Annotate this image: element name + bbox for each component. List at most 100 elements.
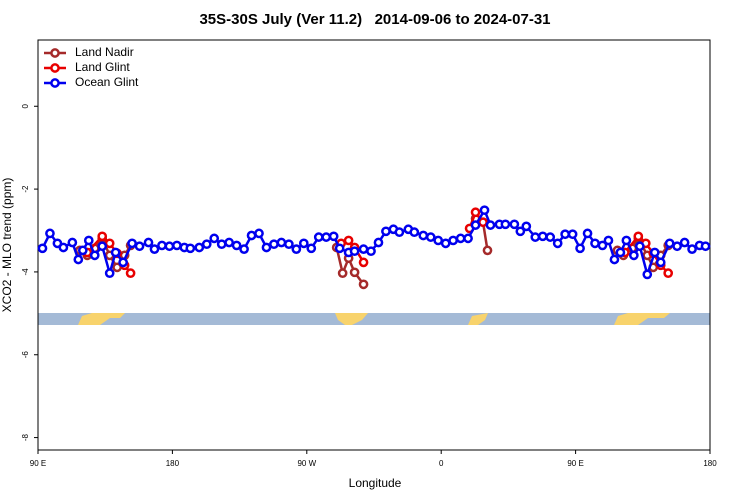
point xyxy=(440,238,451,249)
point xyxy=(552,238,563,249)
point xyxy=(110,247,121,258)
point xyxy=(306,243,317,254)
point xyxy=(672,241,682,252)
point xyxy=(284,239,294,250)
point xyxy=(634,241,645,252)
point xyxy=(143,237,154,248)
point xyxy=(470,207,481,218)
point xyxy=(118,257,128,268)
x-tick-label: 180 xyxy=(166,459,180,468)
point xyxy=(321,232,332,242)
y-tick-label: -6 xyxy=(21,351,30,359)
point xyxy=(609,254,620,265)
point xyxy=(582,228,593,239)
point xyxy=(463,233,473,244)
x-tick-label: 90 E xyxy=(30,459,46,468)
point xyxy=(381,226,391,237)
point xyxy=(254,228,264,239)
point xyxy=(358,244,369,254)
point xyxy=(509,219,520,230)
point xyxy=(157,240,167,251)
point xyxy=(545,232,556,242)
point xyxy=(328,231,339,242)
x-axis-label: Longitude xyxy=(349,476,402,490)
point xyxy=(575,243,585,254)
point xyxy=(58,242,69,253)
point xyxy=(358,257,369,268)
point xyxy=(134,241,145,252)
point xyxy=(343,235,354,246)
point xyxy=(409,227,420,238)
point xyxy=(366,246,376,257)
point xyxy=(334,243,345,254)
point xyxy=(89,250,100,261)
point xyxy=(567,229,578,240)
point xyxy=(448,235,458,246)
point xyxy=(615,247,626,258)
point xyxy=(127,238,137,249)
chart-title: 35S-30S July (Ver 11.2) 2014-09-06 to 20… xyxy=(199,11,550,28)
point xyxy=(349,267,360,278)
legend-label: Land Nadir xyxy=(75,45,134,59)
point xyxy=(349,246,360,257)
point xyxy=(216,239,227,250)
point xyxy=(231,240,242,251)
y-tick-label: -8 xyxy=(21,433,30,441)
x-tick-label: 0 xyxy=(439,459,444,468)
point xyxy=(97,241,108,252)
point xyxy=(246,230,257,241)
point xyxy=(455,233,466,244)
y-axis-label: XCO2 - MLO trend (ppm) xyxy=(0,178,14,313)
point xyxy=(97,231,108,242)
y-tick-label: -4 xyxy=(21,268,30,276)
point xyxy=(185,243,196,254)
point xyxy=(83,235,94,246)
point xyxy=(479,205,490,216)
point xyxy=(209,233,220,244)
point xyxy=(358,279,369,290)
point xyxy=(73,254,84,265)
point xyxy=(530,232,541,242)
point xyxy=(560,229,570,240)
x-tick-label: 90 W xyxy=(297,459,316,468)
point xyxy=(478,217,488,228)
point xyxy=(485,220,496,230)
point xyxy=(687,244,697,254)
point xyxy=(194,242,205,253)
point xyxy=(337,268,348,279)
point xyxy=(276,237,287,248)
point xyxy=(261,242,272,253)
point xyxy=(45,228,55,239)
point xyxy=(537,231,548,242)
land-patch xyxy=(335,313,368,325)
point xyxy=(621,235,632,246)
point xyxy=(104,238,115,249)
point xyxy=(521,221,532,232)
x-tick-label: 180 xyxy=(703,459,717,468)
point xyxy=(663,268,674,279)
point xyxy=(172,240,182,251)
point xyxy=(700,241,711,252)
point xyxy=(679,237,690,248)
point xyxy=(37,243,48,254)
legend-marker xyxy=(50,63,60,73)
land-patch xyxy=(78,313,125,325)
legend-marker xyxy=(50,78,60,88)
mask-band xyxy=(38,313,710,325)
point xyxy=(125,268,136,279)
land-patch xyxy=(468,313,488,325)
point xyxy=(291,244,302,254)
point xyxy=(603,235,614,246)
point xyxy=(642,269,653,280)
point xyxy=(470,220,481,230)
point xyxy=(597,240,608,251)
point xyxy=(149,244,160,254)
legend-label: Ocean Glint xyxy=(75,75,139,89)
legend-label: Land Glint xyxy=(75,60,130,74)
land-patch xyxy=(614,313,670,325)
point xyxy=(418,230,429,241)
series xyxy=(37,205,711,280)
point xyxy=(239,244,249,254)
